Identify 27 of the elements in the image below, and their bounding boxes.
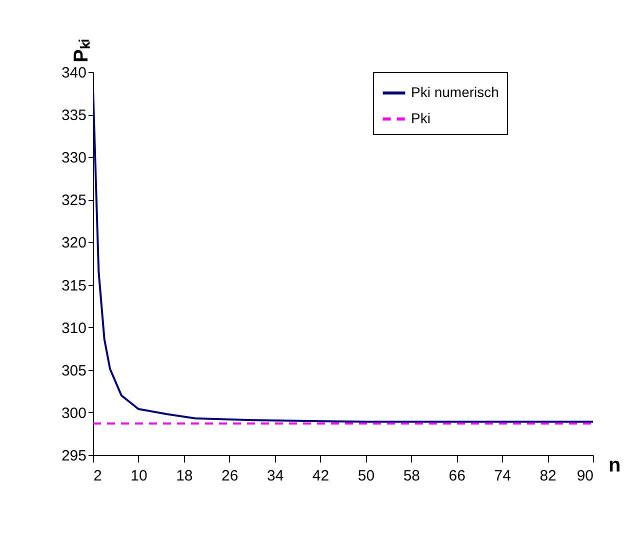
line-series [93, 88, 593, 423]
x-tick-label: 74 [494, 468, 511, 484]
y-tick-label: 330 [61, 150, 86, 167]
y-tick-label: 335 [61, 107, 86, 124]
x-tick-label: 90 [576, 468, 594, 484]
y-tick-label: 340 [61, 64, 86, 82]
x-tick-label: 26 [222, 468, 238, 484]
x-tick-label: 50 [358, 468, 375, 484]
legend-label: Pki numerisch [411, 84, 499, 100]
y-tick-label: 310 [61, 320, 86, 337]
y-axis-title: Pₖᵢ [70, 39, 92, 62]
x-axis-title: n [608, 454, 621, 476]
y-tick-label: 325 [61, 192, 86, 210]
x-tick-label: 58 [403, 468, 420, 484]
x-tick-label: 82 [540, 468, 556, 484]
x-tick-label: 10 [130, 468, 148, 484]
x-tick-label: 34 [266, 468, 284, 484]
y-tick-label: 315 [61, 277, 86, 294]
x-tick-label: 2 [94, 468, 102, 484]
y-tick-label: 320 [61, 234, 86, 252]
legend-label: Pki [411, 110, 430, 126]
x-tick-label: 66 [448, 468, 466, 484]
y-tick-label: 300 [61, 404, 86, 422]
x-tick-label: 42 [312, 468, 330, 484]
x-tick-label: 18 [176, 468, 193, 484]
y-tick-label: 305 [61, 362, 86, 380]
y-tick-label: 295 [61, 448, 86, 464]
